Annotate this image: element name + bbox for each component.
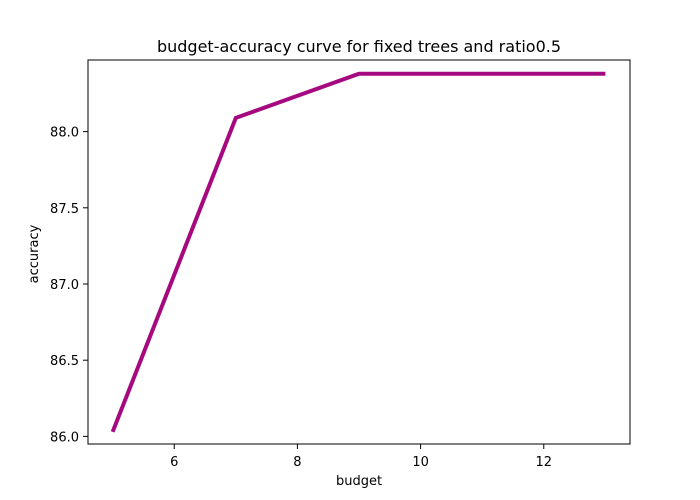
y-axis-label: accuracy (27, 224, 42, 283)
chart-title: budget-accuracy curve for fixed trees an… (157, 37, 561, 56)
plot-area (110, 71, 606, 433)
x-tick-label: 6 (170, 455, 178, 470)
y-tick-label: 87.5 (50, 202, 79, 217)
series-line-0 (110, 71, 606, 433)
axes-border (87, 59, 631, 445)
y-axis-ticks: 86.0 86.5 87.0 87.5 88.0 (50, 126, 88, 445)
y-tick-label: 86.5 (50, 354, 79, 369)
axes-frame (87, 59, 631, 445)
y-tick-label: 88.0 (50, 126, 79, 141)
x-axis-ticks: 6 8 10 12 (170, 444, 552, 470)
y-tick-label: 86.0 (50, 430, 79, 445)
x-tick-label: 12 (535, 455, 552, 470)
y-tick-label: 87.0 (50, 278, 79, 293)
x-tick-label: 10 (412, 455, 429, 470)
x-tick-label: 8 (293, 455, 301, 470)
x-axis-label: budget (336, 474, 382, 489)
